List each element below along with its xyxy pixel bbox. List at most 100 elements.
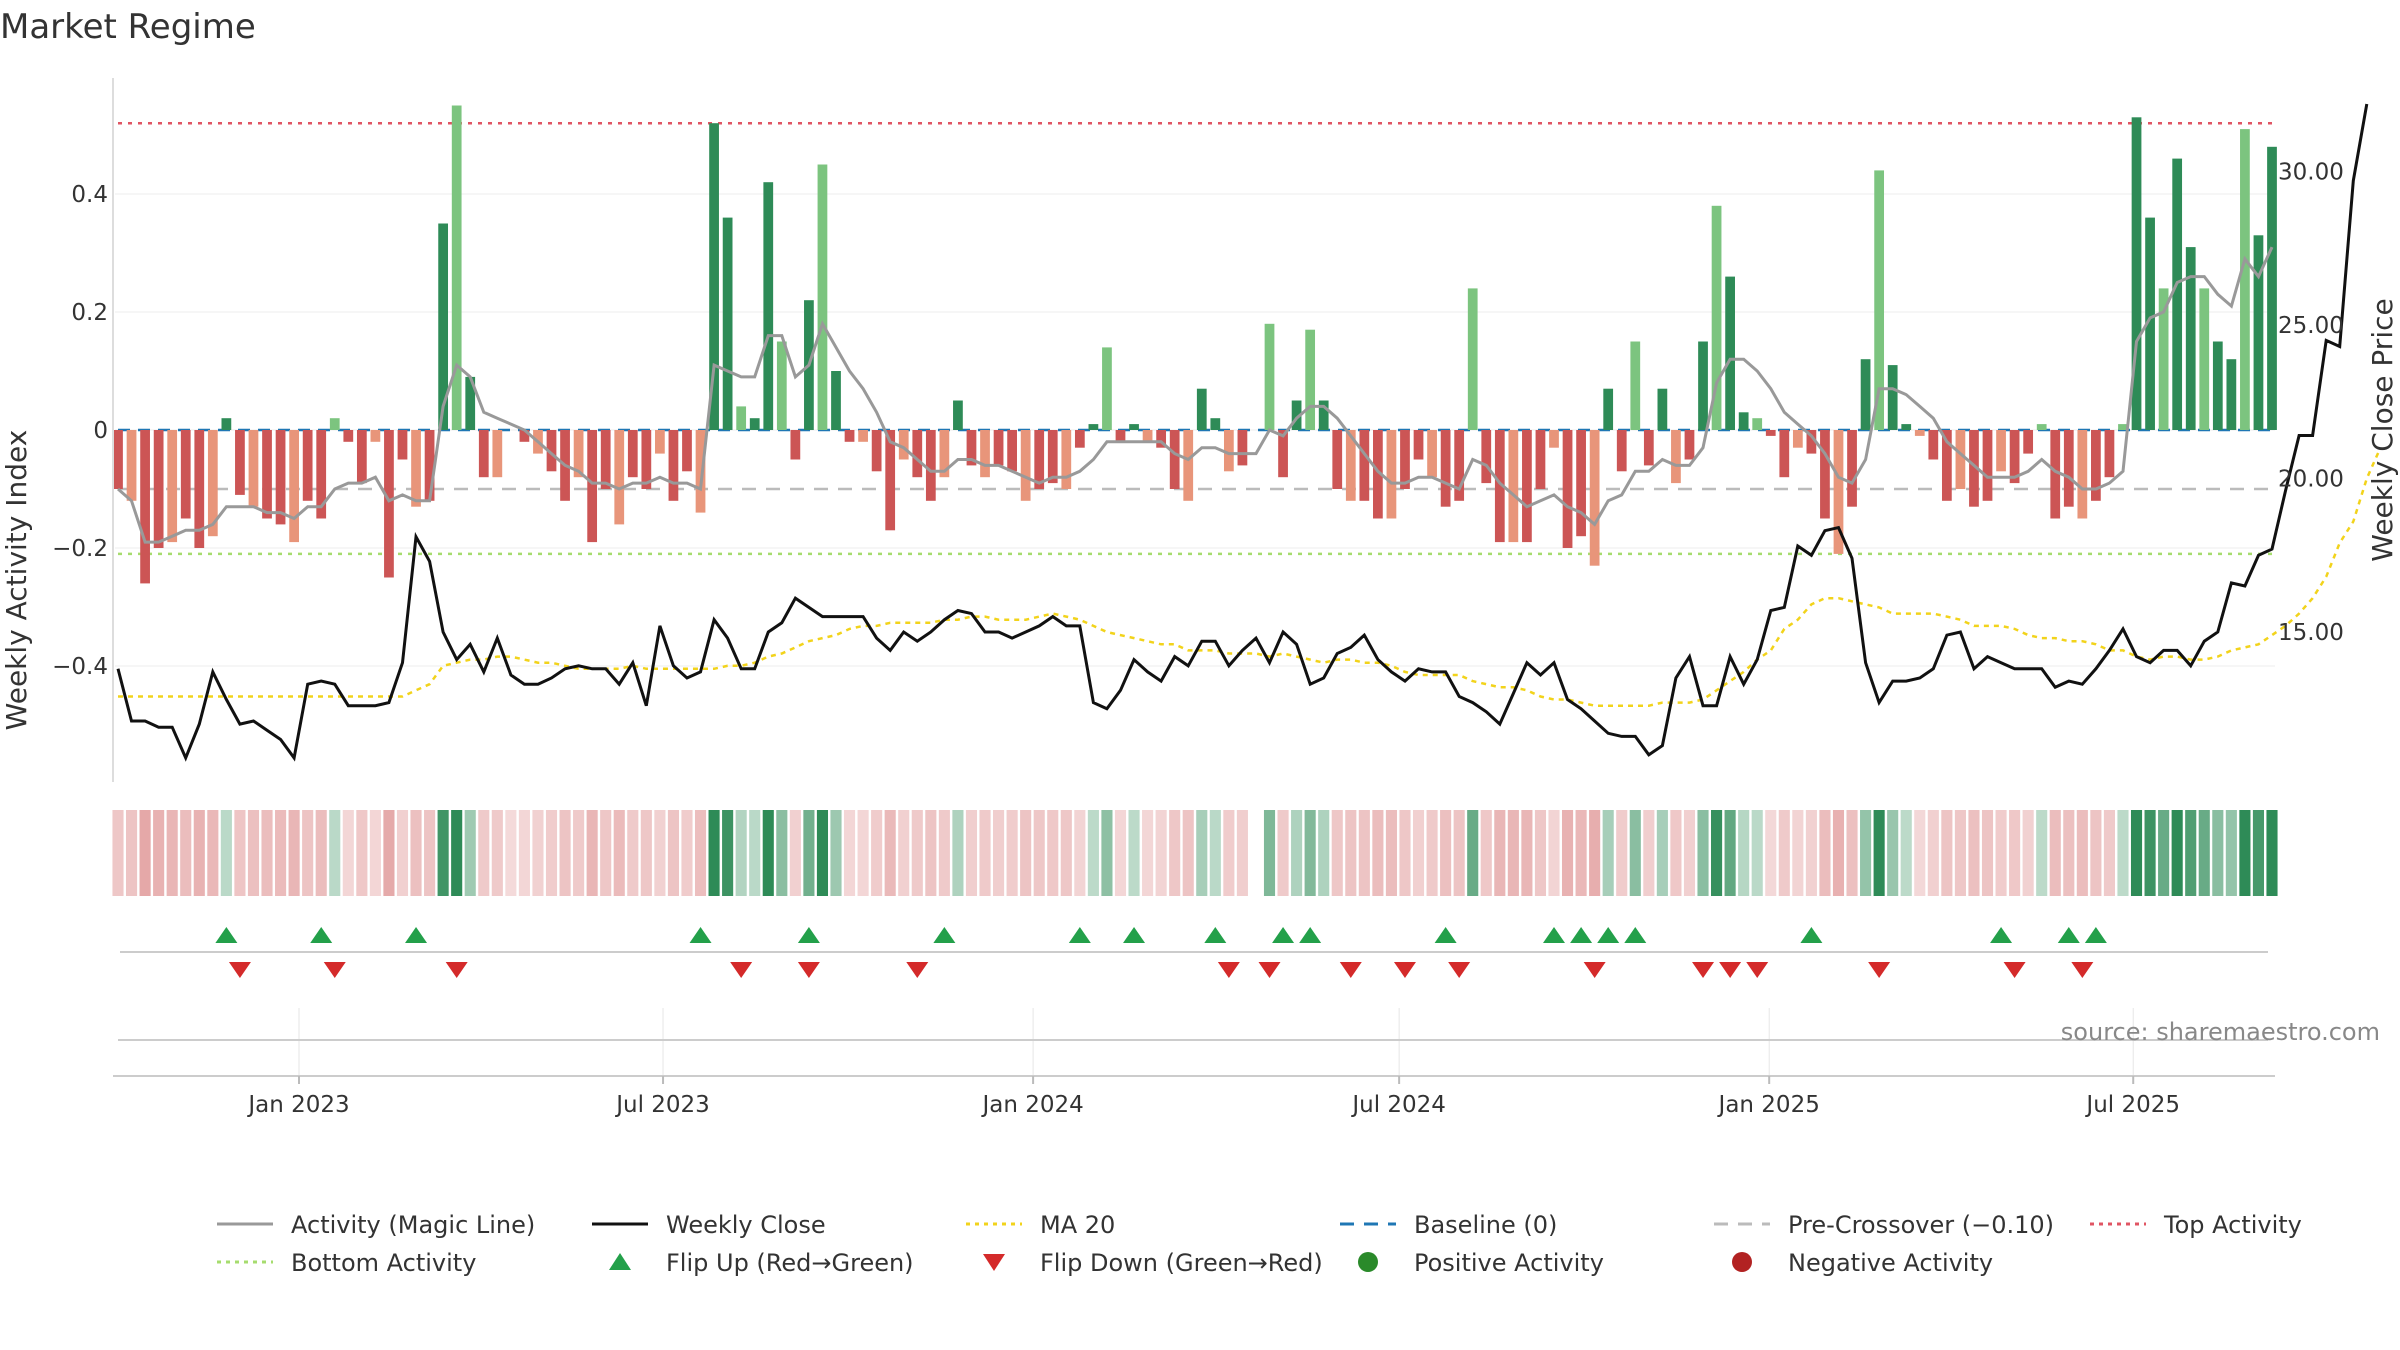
flip-down-marker: [323, 962, 346, 978]
regime-cell: [166, 810, 178, 896]
regime-cell: [1087, 810, 1099, 896]
regime-cell: [627, 810, 639, 896]
y-right-tick-label: 20.00: [2278, 467, 2344, 493]
regime-cell: [1467, 810, 1479, 896]
regime-cell: [1873, 810, 1885, 896]
regime-cell: [1020, 810, 1032, 896]
regime-cell: [1602, 810, 1614, 896]
flip-up-marker: [797, 927, 820, 943]
activity-bar: [207, 430, 218, 537]
flip-up-marker: [2084, 927, 2107, 943]
flip-up-marker: [2057, 927, 2080, 943]
flip-up-marker: [215, 927, 238, 943]
y-right-axis-label: Weekly Close Price: [2366, 298, 2399, 561]
activity-bar: [1156, 430, 1167, 448]
regime-cell: [1304, 810, 1316, 896]
regime-cell: [2022, 810, 2034, 896]
activity-bar: [817, 164, 828, 430]
activity-bar: [614, 430, 625, 525]
activity-bar: [980, 430, 990, 478]
activity-bar: [546, 430, 557, 472]
activity-bar: [1522, 430, 1532, 543]
regime-cell: [356, 810, 368, 896]
activity-bar: [912, 430, 923, 478]
regime-cell: [2171, 810, 2183, 896]
activity-bar: [492, 430, 503, 478]
regime-cell: [898, 810, 910, 896]
activity-bar: [1278, 430, 1288, 478]
activity-bar: [2185, 247, 2196, 430]
activity-bar: [275, 430, 286, 525]
flip-up-marker: [1272, 927, 1295, 943]
activity-bar: [1941, 430, 1952, 501]
flip-up-marker: [1990, 927, 2013, 943]
regime-cell: [1047, 810, 1059, 896]
activity-bar: [438, 223, 449, 430]
regime-cell: [1643, 810, 1655, 896]
axes: −0.4 −0.2 0 0.2 0.4 15.00 20.00 25.00 30.00 Jan 2…: [52, 78, 2344, 1118]
x-tick-label: Jul 2025: [2084, 1092, 2180, 1118]
regime-cell: [302, 810, 314, 896]
activity-bar: [1061, 430, 1072, 489]
activity-bar: [1210, 418, 1221, 430]
regime-cell: [1683, 810, 1696, 896]
regime-cell: [1074, 810, 1086, 896]
regime-cell: [1832, 810, 1845, 896]
activity-bar: [2091, 430, 2101, 501]
activity-bar: [424, 430, 435, 501]
legend-label: Baseline (0): [1414, 1211, 1557, 1239]
regime-cell: [1534, 810, 1547, 896]
regime-cell: [220, 810, 232, 896]
weekly-close-line: [116, 103, 2369, 762]
regime-cell: [2252, 810, 2265, 896]
y-left-tick-label: −0.4: [52, 654, 108, 680]
regime-cell: [1575, 810, 1587, 896]
activity-bar: [2023, 430, 2034, 454]
activity-bar: [2050, 430, 2061, 519]
regime-cell: [1941, 810, 1953, 896]
regime-cell: [654, 810, 666, 896]
regime-cell: [125, 810, 138, 896]
regime-cell: [667, 810, 679, 896]
regime-cell: [1819, 810, 1831, 896]
regime-cell: [2076, 810, 2088, 896]
legend-swatch: [1732, 1252, 1752, 1272]
activity-bar: [1725, 276, 1735, 430]
regime-cell: [1223, 810, 1235, 896]
regime-cell: [315, 810, 327, 896]
regime-cell: [234, 810, 246, 896]
regime-cell: [545, 810, 558, 896]
activity-bar: [1887, 365, 1898, 430]
activity-bar: [356, 430, 367, 484]
legend-swatch: [609, 1253, 631, 1270]
flip-down-marker: [1746, 962, 1769, 978]
activity-bar: [248, 430, 259, 507]
flip-up-marker: [405, 927, 428, 943]
flip-up-marker: [1543, 927, 1565, 943]
regime-cell: [681, 810, 693, 896]
activity-bar: [1223, 430, 1234, 472]
legend-label: MA 20: [1040, 1211, 1115, 1239]
activity-bar: [1535, 430, 1546, 489]
activity-bar: [1494, 430, 1505, 543]
activity-bar: [1752, 418, 1763, 430]
activity-bar: [384, 430, 394, 578]
regime-cell: [1724, 810, 1736, 896]
regime-cell: [1372, 810, 1384, 896]
activity-bar: [1291, 400, 1302, 430]
activity-bar: [1169, 430, 1180, 489]
activity-bar: [465, 376, 476, 430]
regime-cell: [112, 810, 124, 896]
regime-cell: [1805, 810, 1817, 896]
activity-bar: [966, 430, 977, 466]
activity-bar: [600, 430, 611, 489]
activity-bar: [1765, 430, 1776, 436]
legend-item: Pre-Crossover (−0.10): [1714, 1211, 2054, 1239]
activity-bar: [953, 400, 963, 430]
flip-up-marker: [1597, 927, 1620, 943]
activity-bar: [722, 217, 733, 430]
x-tick-label: Jul 2023: [614, 1092, 710, 1118]
activity-bar: [1698, 341, 1708, 430]
regime-cell: [261, 810, 273, 896]
